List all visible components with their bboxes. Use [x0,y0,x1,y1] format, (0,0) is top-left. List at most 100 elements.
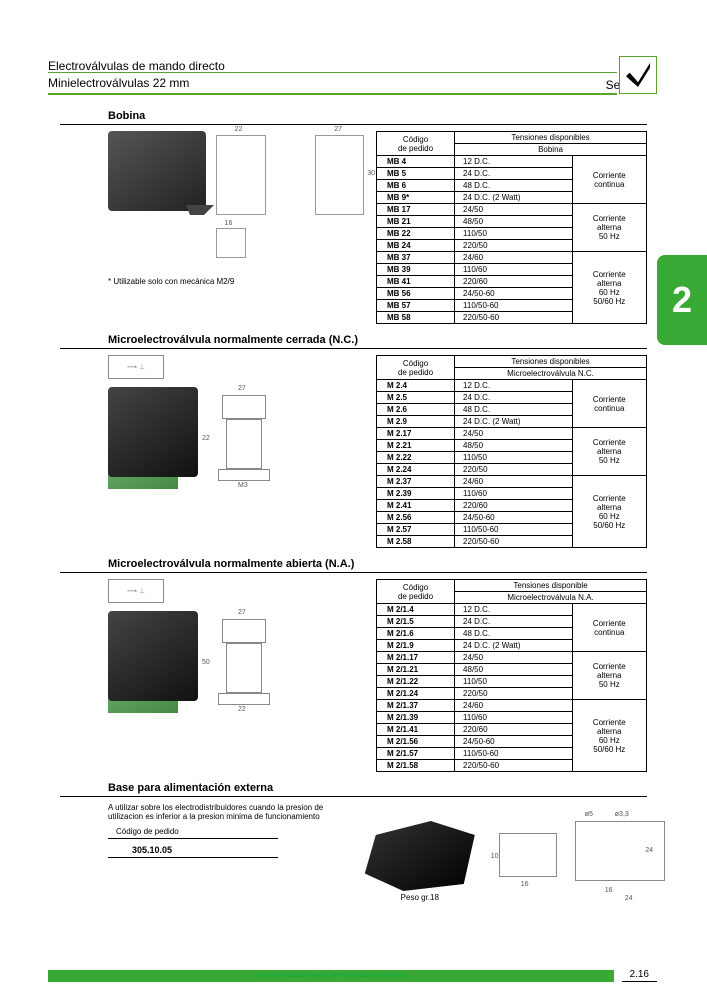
base-drawing: ø5ø3,31016162424 [495,811,647,901]
voltage-value: 24/50 [455,204,573,216]
voltage-value: 24/50 [455,652,573,664]
order-code: MB 41 [377,276,455,288]
spec-table: Código de pedidoTensiones disponiblesMic… [376,355,647,548]
order-code: M 2/1.9 [377,640,455,652]
current-type: Corrientecontinua [572,156,646,204]
order-code: MB 5 [377,168,455,180]
brand-logo [619,56,657,94]
voltage-value: 48 D.C. [455,180,573,192]
order-code: M 2.57 [377,524,455,536]
order-code: M 2/1.58 [377,760,455,772]
order-code: MB 22 [377,228,455,240]
chapter-tab: 2 [657,255,707,345]
section-title: Microelectroválvula normalmente cerrada … [60,324,647,349]
voltage-value: 24 D.C. (2 Watt) [455,416,573,428]
voltage-value: 220/50 [455,240,573,252]
voltage-value: 220/50-60 [455,536,573,548]
voltage-value: 12 D.C. [455,604,573,616]
voltage-value: 110/50 [455,228,573,240]
voltage-value: 24/60 [455,476,573,488]
base-photo [365,821,475,891]
voltage-value: 24/60 [455,700,573,712]
order-code: MB 4 [377,156,455,168]
order-code: M 2/1.37 [377,700,455,712]
order-code: MB 37 [377,252,455,264]
current-type: Corrientealterna60 Hz50/60 Hz [572,476,646,548]
order-code: M 2.9 [377,416,455,428]
order-code: M 2/1.41 [377,724,455,736]
header-line2: Minielectroválvulas 22 mm [48,75,606,92]
order-code: MB 21 [377,216,455,228]
voltage-value: 220/50 [455,464,573,476]
voltage-value: 24 D.C. [455,392,573,404]
voltage-value: 24 D.C. (2 Watt) [455,192,573,204]
code-label: Código de pedido [108,827,278,839]
order-code: MB 17 [377,204,455,216]
voltage-value: 24/50-60 [455,512,573,524]
voltage-value: 220/50-60 [455,760,573,772]
voltage-value: 48/50 [455,664,573,676]
order-code: M 2.22 [377,452,455,464]
voltage-value: 110/50-60 [455,748,573,760]
technical-drawing: 2722M3 [204,387,284,487]
order-code: MB 24 [377,240,455,252]
voltage-value: 12 D.C. [455,380,573,392]
base-description: A utilizar sobre los electrodistribuidor… [108,803,345,821]
order-code: MB 58 [377,312,455,324]
order-code: M 2/1.21 [377,664,455,676]
voltage-value: 24 D.C. (2 Watt) [455,640,573,652]
voltage-value: 48/50 [455,216,573,228]
order-code: MB 6 [377,180,455,192]
order-code: M 2.5 [377,392,455,404]
header: Electroválvulas de mando directo Miniele… [48,58,657,92]
order-code: M 2.21 [377,440,455,452]
order-code: M 2/1.24 [377,688,455,700]
order-code: MB 39 [377,264,455,276]
voltage-value: 24/50 [455,428,573,440]
schematic-symbol: ⟿ ⊥ [108,579,164,603]
voltage-value: 12 D.C. [455,156,573,168]
voltage-value: 220/50 [455,688,573,700]
order-code: MB 56 [377,288,455,300]
order-code: MB 9* [377,192,455,204]
order-code: M 2/1.22 [377,676,455,688]
voltage-value: 220/60 [455,724,573,736]
order-code: M 2/1.56 [377,736,455,748]
voltage-value: 110/50-60 [455,524,573,536]
voltage-value: 24/50-60 [455,736,573,748]
section-title: Microelectroválvula normalmente abierta … [60,548,647,573]
voltage-value: 24 D.C. [455,616,573,628]
order-code: M 2.58 [377,536,455,548]
section-title: Bobina [60,100,647,125]
order-code: M 2.39 [377,488,455,500]
schematic-symbol: ⟿ ⊥ [108,355,164,379]
order-code: M 2.6 [377,404,455,416]
header-line1: Electroválvulas de mando directo [48,58,606,75]
technical-drawing: 275022 [204,611,284,711]
voltage-value: 48 D.C. [455,404,573,416]
voltage-value: 48 D.C. [455,628,573,640]
current-type: Corrientecontinua [572,380,646,428]
order-code: M 2.4 [377,380,455,392]
order-code: M 2/1.6 [377,628,455,640]
voltage-value: 48/50 [455,440,573,452]
voltage-value: 110/60 [455,488,573,500]
voltage-value: 110/50 [455,452,573,464]
product-photo [108,387,198,477]
order-code: MB 57 [377,300,455,312]
voltage-value: 110/50 [455,676,573,688]
current-type: Corrientealterna60 Hz50/60 Hz [572,700,646,772]
order-code: M 2/1.4 [377,604,455,616]
current-type: Corrientealterna50 Hz [572,428,646,476]
current-type: Corrientecontinua [572,604,646,652]
order-code: M 2.37 [377,476,455,488]
product-photo [108,131,206,211]
order-code: M 2/1.17 [377,652,455,664]
voltage-value: 24/60 [455,252,573,264]
voltage-value: 24/50-60 [455,288,573,300]
voltage-value: 24 D.C. [455,168,573,180]
section-title: Base para alimentación externa [60,772,647,797]
weight-label: Peso gr.18 [365,893,475,902]
order-code: M 2.17 [377,428,455,440]
voltage-value: 110/50-60 [455,300,573,312]
